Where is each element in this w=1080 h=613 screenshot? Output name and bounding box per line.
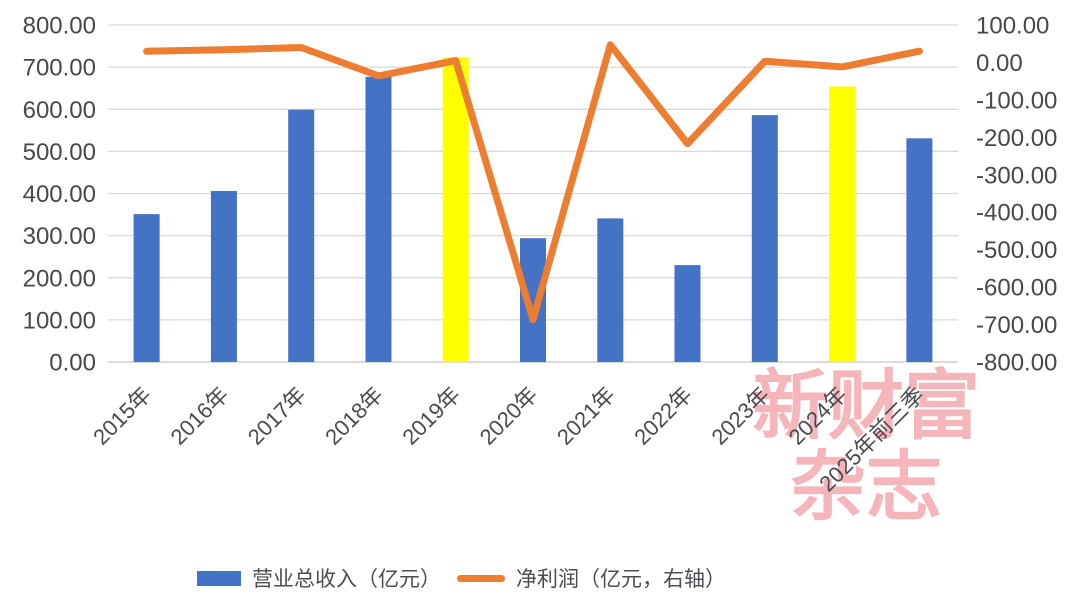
revenue-bar-2019年: [442, 57, 469, 363]
right-axis-tick: -700.00: [976, 312, 1057, 339]
x-axis-label-2023年: 2023年: [706, 382, 774, 450]
right-axis-tick: -300.00: [976, 162, 1057, 189]
left-axis-tick: 800.00: [23, 13, 96, 40]
revenue-bar-2024年: [829, 86, 856, 362]
right-axis-tick: 100.00: [976, 13, 1049, 40]
left-axis-tick: 500.00: [23, 139, 96, 166]
x-axis-label-2020年: 2020年: [475, 382, 543, 450]
revenue-bar-2022年: [674, 265, 701, 362]
right-axis-tick: -100.00: [976, 87, 1057, 114]
chart-legend: 营业总收入（亿元） 净利润（亿元，右轴）: [197, 563, 726, 593]
watermark-line1: 新财富: [752, 361, 980, 450]
x-axis-label-2016年: 2016年: [166, 382, 234, 450]
right-axis-tick: -500.00: [976, 237, 1057, 264]
revenue-bar-2016年: [210, 191, 237, 362]
x-axis-label-2021年: 2021年: [552, 382, 620, 450]
net-profit-line: [143, 41, 923, 324]
right-axis-tick: 0.00: [976, 50, 1023, 77]
revenue-bar-2023年: [751, 115, 778, 362]
right-axis-tick: -600.00: [976, 275, 1057, 302]
left-axis-tick: 300.00: [23, 223, 96, 250]
revenue-bar-2018年: [365, 76, 392, 363]
x-axis-label-2022年: 2022年: [629, 382, 697, 450]
x-axis-label-2018年: 2018年: [320, 382, 388, 450]
net-profit-legend-swatch: [457, 574, 505, 582]
left-axis-tick: 0.00: [49, 350, 96, 377]
x-axis-label-2015年: 2015年: [88, 382, 156, 450]
x-axis-label-2019年: 2019年: [397, 382, 465, 450]
x-axis-label-2024年: 2024年: [784, 382, 852, 450]
revenue-bar-2021年: [597, 218, 624, 362]
left-axis-tick: 200.00: [23, 265, 96, 292]
revenue-legend-swatch: [197, 570, 241, 586]
right-axis-tick: -400.00: [976, 200, 1057, 227]
left-axis-tick: 400.00: [23, 181, 96, 208]
revenue-bar-2015年: [133, 214, 160, 362]
watermark-line2: 杂志: [790, 441, 942, 531]
revenue-bar-2017年: [288, 109, 315, 362]
x-axis-label-2017年: 2017年: [243, 382, 311, 450]
left-axis-tick: 100.00: [23, 307, 96, 334]
revenue-bar-2025年前三季: [906, 138, 933, 362]
left-axis-tick: 600.00: [23, 97, 96, 124]
right-axis-tick: -800.00: [976, 350, 1057, 377]
right-axis-tick: -200.00: [976, 125, 1057, 152]
left-axis-tick: 700.00: [23, 55, 96, 82]
watermark: 新财富 杂志: [748, 361, 984, 531]
revenue-legend-label: 营业总收入（亿元）: [252, 568, 441, 591]
net-profit-legend-label: 净利润（亿元，右轴）: [516, 568, 726, 591]
